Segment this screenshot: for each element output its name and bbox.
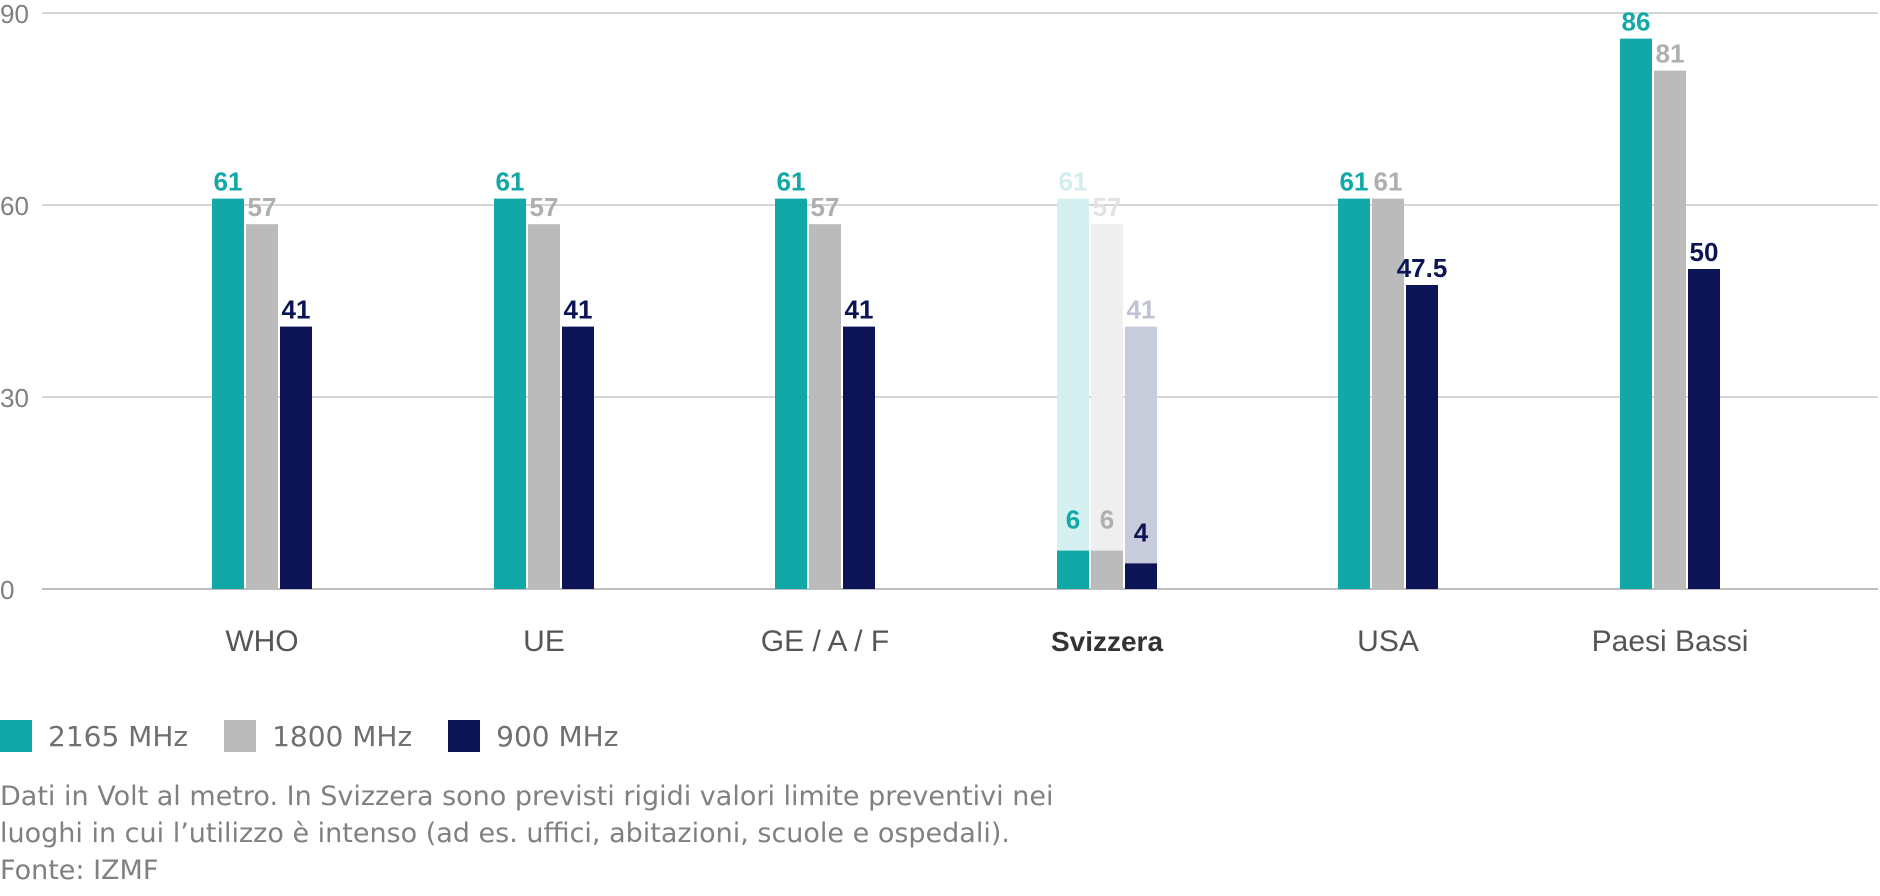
value-label-ue-1800-MHz: 57 bbox=[530, 192, 559, 222]
legend-swatch-900 bbox=[448, 720, 481, 752]
bar-who-900-MHz bbox=[280, 326, 312, 589]
bar-paesi-bassi-1800-MHz bbox=[1654, 70, 1686, 590]
bar-usa-900-MHz bbox=[1406, 285, 1438, 589]
legend-label-1800: 1800 MHz bbox=[272, 719, 413, 753]
value-label-svizzera-1800-MHz: 6 bbox=[1100, 505, 1114, 535]
legend-swatch-2165 bbox=[0, 720, 32, 752]
footnote-line-1: Dati in Volt al metro. In Svizzera sono … bbox=[0, 781, 1054, 812]
value-label-ge-a-f-2165-MHz: 61 bbox=[777, 167, 806, 197]
value-label-ue-2165-MHz: 61 bbox=[496, 167, 525, 197]
bar-ue-2165-MHz bbox=[494, 198, 526, 589]
chart-legend: 2165 MHz 1800 MHz 900 MHz bbox=[0, 716, 654, 756]
x-category-label-paesi-bassi: Paesi Bassi bbox=[1592, 625, 1749, 658]
y-tick-label-60: 60 bbox=[0, 191, 29, 221]
ghost-bar-2165-MHz bbox=[1057, 198, 1089, 589]
value-label-paesi-bassi-1800-MHz: 81 bbox=[1656, 39, 1685, 69]
legend-item-900: 900 MHz bbox=[448, 720, 618, 753]
bar-svizzera-1800-MHz bbox=[1091, 550, 1123, 589]
bar-usa-2165-MHz bbox=[1338, 198, 1370, 589]
bar-paesi-bassi-2165-MHz bbox=[1620, 38, 1652, 590]
bar-who-1800-MHz bbox=[246, 224, 278, 589]
bar-svizzera-2165-MHz bbox=[1057, 550, 1089, 589]
bar-who-2165-MHz bbox=[212, 198, 244, 589]
value-label-who-900-MHz: 41 bbox=[282, 295, 311, 325]
ghost-bar-900-MHz bbox=[1125, 326, 1157, 589]
x-category-label-usa: USA bbox=[1357, 625, 1419, 658]
value-label-usa-900-MHz: 47.5 bbox=[1397, 253, 1448, 283]
bar-ge-a-f-900-MHz bbox=[843, 326, 875, 589]
legend-item-2165: 2165 MHz bbox=[0, 720, 188, 753]
footnote-line-2: luoghi in cui l’utilizzo è intenso (ad e… bbox=[0, 818, 1010, 849]
ghost-value-label-900-MHz: 41 bbox=[1127, 295, 1156, 325]
value-label-usa-2165-MHz: 61 bbox=[1340, 167, 1369, 197]
value-label-who-1800-MHz: 57 bbox=[248, 192, 277, 222]
bar-ue-900-MHz bbox=[562, 326, 594, 589]
value-label-ge-a-f-900-MHz: 41 bbox=[845, 295, 874, 325]
legend-swatch-1800 bbox=[224, 720, 257, 752]
legend-label-2165: 2165 MHz bbox=[48, 719, 189, 753]
value-label-svizzera-900-MHz: 4 bbox=[1134, 517, 1149, 547]
bar-svizzera-900-MHz bbox=[1125, 563, 1157, 589]
ghost-value-label-1800-MHz: 57 bbox=[1093, 192, 1122, 222]
value-label-usa-1800-MHz: 61 bbox=[1374, 167, 1403, 197]
value-label-who-2165-MHz: 61 bbox=[214, 167, 243, 197]
bar-ue-1800-MHz bbox=[528, 224, 560, 589]
x-category-label-who: WHO bbox=[225, 625, 298, 658]
legend-label-900: 900 MHz bbox=[496, 719, 619, 753]
bar-usa-1800-MHz bbox=[1372, 198, 1404, 589]
ghost-value-label-2165-MHz: 61 bbox=[1059, 167, 1088, 197]
bar-paesi-bassi-900-MHz bbox=[1688, 269, 1720, 589]
legend-item-1800: 1800 MHz bbox=[224, 720, 412, 753]
x-category-label-ue: UE bbox=[523, 625, 565, 658]
footnote-source: Fonte: IZMF bbox=[0, 855, 159, 886]
value-label-paesi-bassi-900-MHz: 50 bbox=[1690, 237, 1719, 267]
bar-ge-a-f-2165-MHz bbox=[775, 198, 807, 589]
value-label-ue-900-MHz: 41 bbox=[564, 295, 593, 325]
value-label-paesi-bassi-2165-MHz: 86 bbox=[1622, 7, 1651, 37]
value-label-svizzera-2165-MHz: 6 bbox=[1066, 505, 1080, 535]
y-tick-label-30: 30 bbox=[0, 383, 29, 413]
y-tick-label-90: 90 bbox=[0, 0, 29, 29]
x-category-label-svizzera: Svizzera bbox=[1051, 626, 1163, 657]
x-category-label-ge-a-f: GE / A / F bbox=[761, 625, 889, 658]
bar-ge-a-f-1800-MHz bbox=[809, 224, 841, 589]
ghost-bar-1800-MHz bbox=[1091, 224, 1123, 589]
y-tick-label-0: 0 bbox=[0, 575, 14, 605]
value-label-ge-a-f-1800-MHz: 57 bbox=[811, 192, 840, 222]
chart-footnote: Dati in Volt al metro. In Svizzera sono … bbox=[0, 778, 1400, 889]
